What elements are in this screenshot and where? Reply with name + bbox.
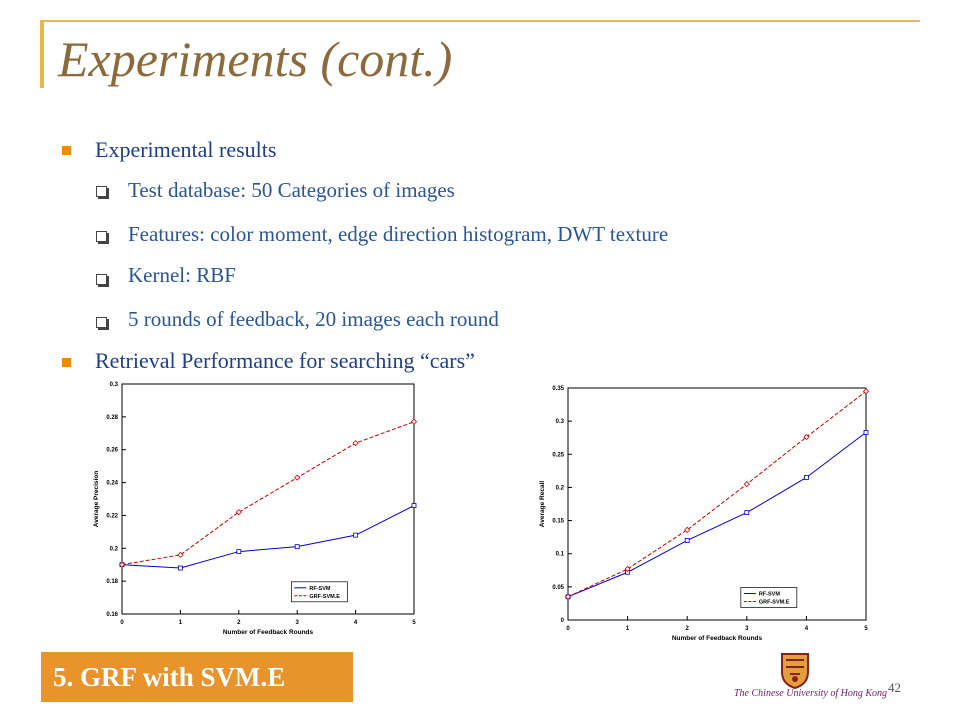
page-number: 42 — [888, 680, 901, 695]
bullet-retrieval-performance: Retrieval Performance for searching “car… — [95, 348, 475, 373]
sub-bullet-marker — [96, 231, 107, 242]
legend-box — [291, 581, 348, 603]
series-line-grf-svm-e — [567, 390, 867, 598]
bullet-experimental-results: Experimental results — [95, 137, 277, 162]
data-point — [684, 538, 690, 543]
slide-title: Experiments (cont.) — [58, 31, 453, 87]
y-axis-label: Average Precision — [93, 471, 100, 528]
section-footer-label: 5. GRF with SVM.E — [41, 652, 353, 702]
data-point — [411, 503, 417, 508]
data-point — [177, 551, 184, 558]
data-point — [353, 532, 359, 538]
data-point — [624, 565, 631, 573]
data-point — [236, 549, 242, 554]
y-tick-label: 0.05 — [552, 585, 564, 591]
y-tick-label: 0.1 — [556, 552, 565, 558]
recall-chart: 0 1 2 3 4 5 0 0.05 0.1 0.15 0.2 0.25 0.3 0.35 Number o… — [539, 386, 870, 642]
data-point — [564, 593, 572, 600]
x-tick-label: 4 — [805, 626, 809, 632]
y-tick-label: 0.24 — [106, 481, 118, 487]
x-tick-label: 2 — [686, 626, 690, 632]
sub-bullet-feedback-rounds: 5 rounds of feedback, 20 images each rou… — [128, 307, 499, 331]
y-tick-label: 0.2 — [556, 485, 565, 491]
x-tick-label: 2 — [237, 620, 241, 626]
x-axis-label: Number of Feedback Rounds — [223, 629, 314, 636]
x-tick-label: 1 — [179, 620, 183, 626]
legend-label: GRF-SVM.E — [759, 600, 790, 606]
y-tick-label: 0.3 — [556, 419, 565, 425]
data-point — [803, 475, 809, 480]
sub-bullet-test-database: Test database: 50 Categories of images — [128, 178, 455, 202]
y-tick-label: 0.16 — [106, 612, 118, 618]
y-tick-label: 0.26 — [106, 448, 118, 454]
data-point — [803, 433, 810, 441]
slide-frame-left — [40, 20, 44, 88]
series-line-rf-svm — [121, 505, 415, 569]
x-tick-label: 3 — [745, 626, 749, 632]
slide-frame-top — [40, 20, 920, 22]
data-point — [410, 418, 418, 425]
y-tick-label: 0.18 — [106, 579, 118, 585]
y-tick-label: 0 — [561, 618, 565, 624]
y-tick-label: 0.2 — [110, 546, 119, 552]
y-tick-label: 0.22 — [106, 513, 118, 519]
data-point — [235, 509, 242, 516]
sub-bullet-kernel: Kernel: RBF — [128, 263, 236, 287]
sub-bullet-features: Features: color moment, edge direction h… — [128, 222, 669, 246]
y-axis-label: Average Recall — [539, 481, 546, 528]
data-point — [294, 474, 301, 481]
x-axis-label: Number of Feedback Rounds — [672, 635, 763, 642]
x-tick-label: 0 — [566, 626, 570, 632]
y-tick-label: 0.3 — [110, 382, 119, 388]
x-tick-label: 4 — [354, 620, 358, 626]
legend-box — [740, 587, 798, 608]
y-tick-label: 0.28 — [106, 415, 118, 421]
bullet-marker — [62, 146, 71, 155]
university-crest-icon — [781, 653, 809, 690]
data-point — [744, 510, 750, 516]
x-tick-label: 5 — [412, 620, 416, 626]
x-tick-label: 1 — [626, 626, 630, 632]
legend-label: RF-SVM — [309, 586, 331, 592]
data-point — [862, 388, 870, 395]
data-point — [294, 544, 300, 550]
data-point — [863, 430, 869, 435]
data-point — [118, 561, 126, 568]
data-point — [684, 526, 691, 533]
y-tick-label: 0.35 — [552, 386, 564, 392]
data-point — [352, 440, 359, 447]
sub-bullet-marker — [96, 274, 107, 285]
data-point — [178, 565, 183, 571]
sub-bullet-marker — [96, 317, 107, 328]
x-tick-label: 5 — [864, 626, 868, 632]
precision-chart: 0 1 2 3 4 5 0.16 0.18 0.2 0.22 0.24 0.26 0.28 0.3 Numb… — [93, 382, 418, 636]
bullet-marker — [62, 358, 71, 367]
data-point — [743, 481, 750, 488]
legend-label: GRF-SVM.E — [309, 594, 340, 600]
x-tick-label: 3 — [296, 620, 300, 626]
legend-label: RF-SVM — [759, 592, 781, 598]
y-tick-label: 0.25 — [552, 452, 564, 458]
sub-bullet-marker — [96, 186, 107, 197]
plot-area — [121, 383, 415, 615]
university-name: The Chinese University of Hong Kong — [734, 688, 888, 699]
series-line-grf-svm-e — [121, 421, 415, 566]
y-tick-label: 0.15 — [552, 519, 564, 525]
series-line-rf-svm — [567, 432, 867, 598]
plot-area — [567, 387, 867, 621]
x-tick-label: 0 — [120, 620, 124, 626]
